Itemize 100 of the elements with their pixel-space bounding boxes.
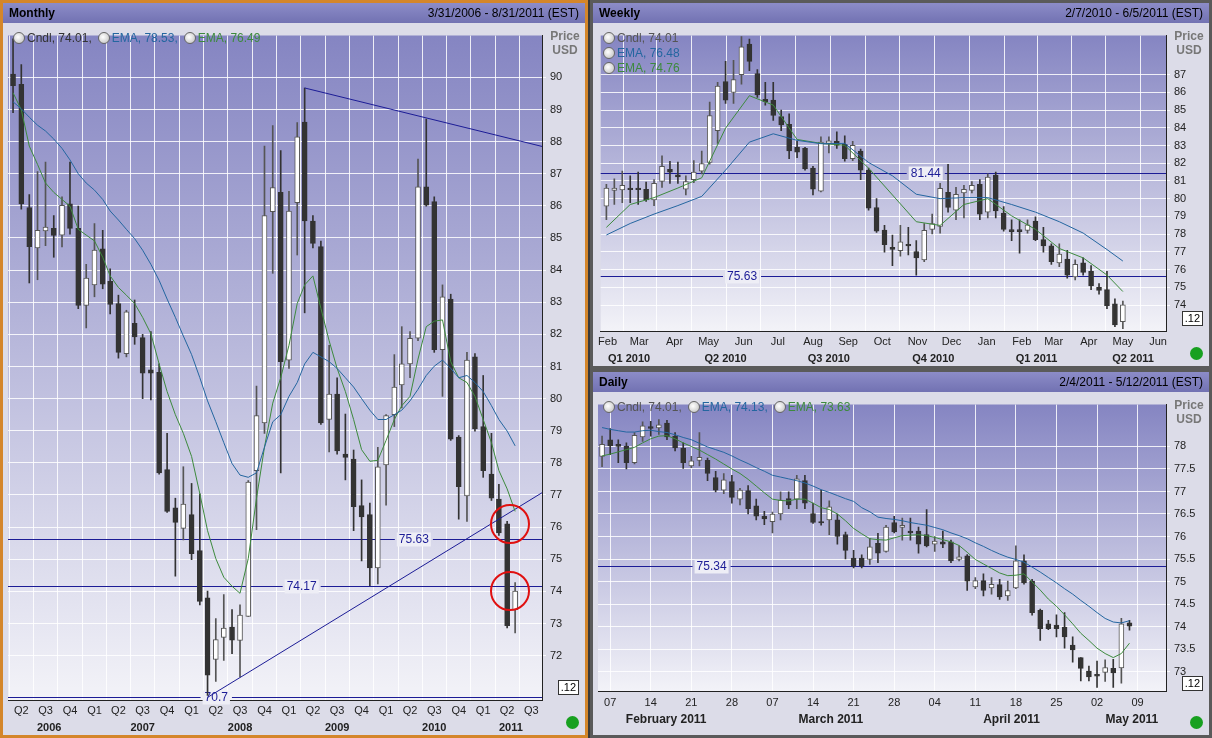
x2-tick-label: Q1 2010 <box>607 352 651 365</box>
x-tick-label: 21 <box>847 696 860 709</box>
x-tick-label: 04 <box>928 696 941 709</box>
x-tick-label: Q4 <box>159 704 175 717</box>
chart-subtitle: 2/4/2011 - 5/12/2011 (EST) <box>1059 375 1203 389</box>
y-tick-label: 76 <box>1174 262 1187 275</box>
x-tick-label: Sep <box>838 335 858 348</box>
y-tick-label: 90 <box>550 70 563 83</box>
text: .12 <box>557 680 579 695</box>
candlestick <box>10 38 16 114</box>
y-tick-label: 84 <box>1174 120 1187 133</box>
x-tick-label: 07 <box>766 696 779 709</box>
y-tick-label: 87 <box>550 166 563 179</box>
x-tick-label: Feb <box>598 335 618 348</box>
x-tick-label: Jul <box>770 335 785 348</box>
x-tick-label: Q3 <box>232 704 248 717</box>
text: .12 <box>1181 676 1203 691</box>
y-axis-title: Price USD <box>549 29 581 57</box>
x-tick-label: Q2 <box>305 704 321 717</box>
candlestick <box>1110 659 1117 688</box>
candlestick <box>615 439 622 463</box>
x-tick-label: 09 <box>1131 696 1144 709</box>
y-tick-label: 80 <box>1174 191 1187 204</box>
legend-label: EMA, 76.49 <box>197 31 261 45</box>
y-tick-label: 74 <box>1174 619 1187 632</box>
candlestick <box>675 161 681 184</box>
x-tick-label: Mar <box>1044 335 1064 348</box>
y-tick-label: 80 <box>550 391 563 404</box>
y-tick-label: 77 <box>550 488 563 501</box>
x-tick-label: Q4 <box>354 704 369 717</box>
y-tick-label: 78 <box>1174 439 1187 452</box>
y-tick-label: 75 <box>550 552 563 565</box>
text: March 2011 <box>798 712 864 727</box>
x2-tick-label: Q2 2011 <box>1112 352 1154 365</box>
x-tick-label: 02 <box>1090 696 1104 709</box>
candlestick <box>818 489 824 526</box>
legend-label: EMA, 74.13, <box>701 400 768 414</box>
y-axis-title: Price USD <box>1173 29 1205 57</box>
y-tick-label: 78 <box>1174 227 1187 240</box>
y-tick-label: 73 <box>1174 664 1187 677</box>
legend-label: Cndl, 74.01, <box>27 31 92 45</box>
chart-title: Daily <box>599 375 628 389</box>
x-tick-label: Aug <box>803 335 823 348</box>
x-tick-label: 14 <box>806 696 820 709</box>
x-tick-label: 25 <box>1050 696 1063 709</box>
x2-tick-label: Q4 2010 <box>912 352 955 365</box>
y-tick-label: 84 <box>550 263 563 276</box>
ref-line-label: 75.63 <box>727 268 758 283</box>
y-tick-label: 85 <box>550 231 563 244</box>
text: April 2011 <box>983 712 1041 727</box>
y-tick-label: 77 <box>1174 484 1187 497</box>
candlestick <box>423 118 430 207</box>
y-tick-label: 75.5 <box>1174 552 1196 565</box>
y-tick-label: 85 <box>1174 103 1187 116</box>
y-tick-label: 83 <box>550 295 563 308</box>
x-tick-label: Q2 <box>499 704 515 717</box>
legend-label: EMA, 73.63 <box>787 400 851 414</box>
y-tick-label: 77.5 <box>1174 462 1196 474</box>
x-tick-label: Q2 <box>208 704 224 717</box>
x2-tick-label: 2009 <box>324 721 350 734</box>
x-tick-label: May <box>1112 335 1134 348</box>
x-tick-label: Nov <box>907 335 928 348</box>
chart-title: Monthly <box>9 6 55 20</box>
x-tick-label: 14 <box>644 696 657 709</box>
x-tick-label: Jun <box>734 335 753 348</box>
y-tick-label: 79 <box>550 423 563 436</box>
x-tick-label: Q3 <box>329 704 345 717</box>
x-tick-label: Q1 <box>281 704 297 717</box>
x-tick-label: 11 <box>969 696 982 709</box>
candlestick <box>627 175 634 203</box>
y-tick-label: 88 <box>550 134 563 147</box>
x-tick-label: Q1 <box>378 704 394 717</box>
x-tick-label: Q4 <box>451 704 467 717</box>
ref-line-label: 81.44 <box>910 165 942 180</box>
y-tick-label: 72 <box>550 648 563 661</box>
y-tick-label: 76 <box>550 520 563 533</box>
y-tick-label: 74.5 <box>1174 597 1196 610</box>
chart-title: Weekly <box>599 6 641 20</box>
y-tick-label: 74 <box>1174 298 1187 311</box>
x2-tick-label: 2010 <box>422 721 447 734</box>
y-tick-label: 74 <box>550 584 563 597</box>
y-tick-label: 81 <box>550 359 563 372</box>
ref-line-label: 75.34 <box>696 558 727 573</box>
text: May 2011 <box>1105 712 1159 727</box>
y-tick-label: 79 <box>1174 209 1187 222</box>
y-tick-label: 75 <box>1174 574 1187 587</box>
x2-tick-label: 2008 <box>227 721 253 734</box>
x-tick-label: Apr <box>1080 335 1098 348</box>
y-tick-label: 76.5 <box>1174 507 1196 520</box>
x-tick-label: 28 <box>725 696 739 709</box>
x-tick-label: Q2 <box>111 704 126 717</box>
y-tick-label: 82 <box>1174 156 1187 169</box>
x2-tick-label: 2007 <box>130 721 155 734</box>
x-tick-label: Oct <box>873 335 891 348</box>
candlestick <box>148 331 154 401</box>
x2-tick-label: 2006 <box>37 721 62 734</box>
x-tick-label: Q3 <box>135 704 150 717</box>
x-tick-label: May <box>698 335 720 348</box>
y-tick-label: 87 <box>1174 67 1187 80</box>
chart-subtitle: 3/31/2006 - 8/31/2011 (EST) <box>427 6 579 20</box>
